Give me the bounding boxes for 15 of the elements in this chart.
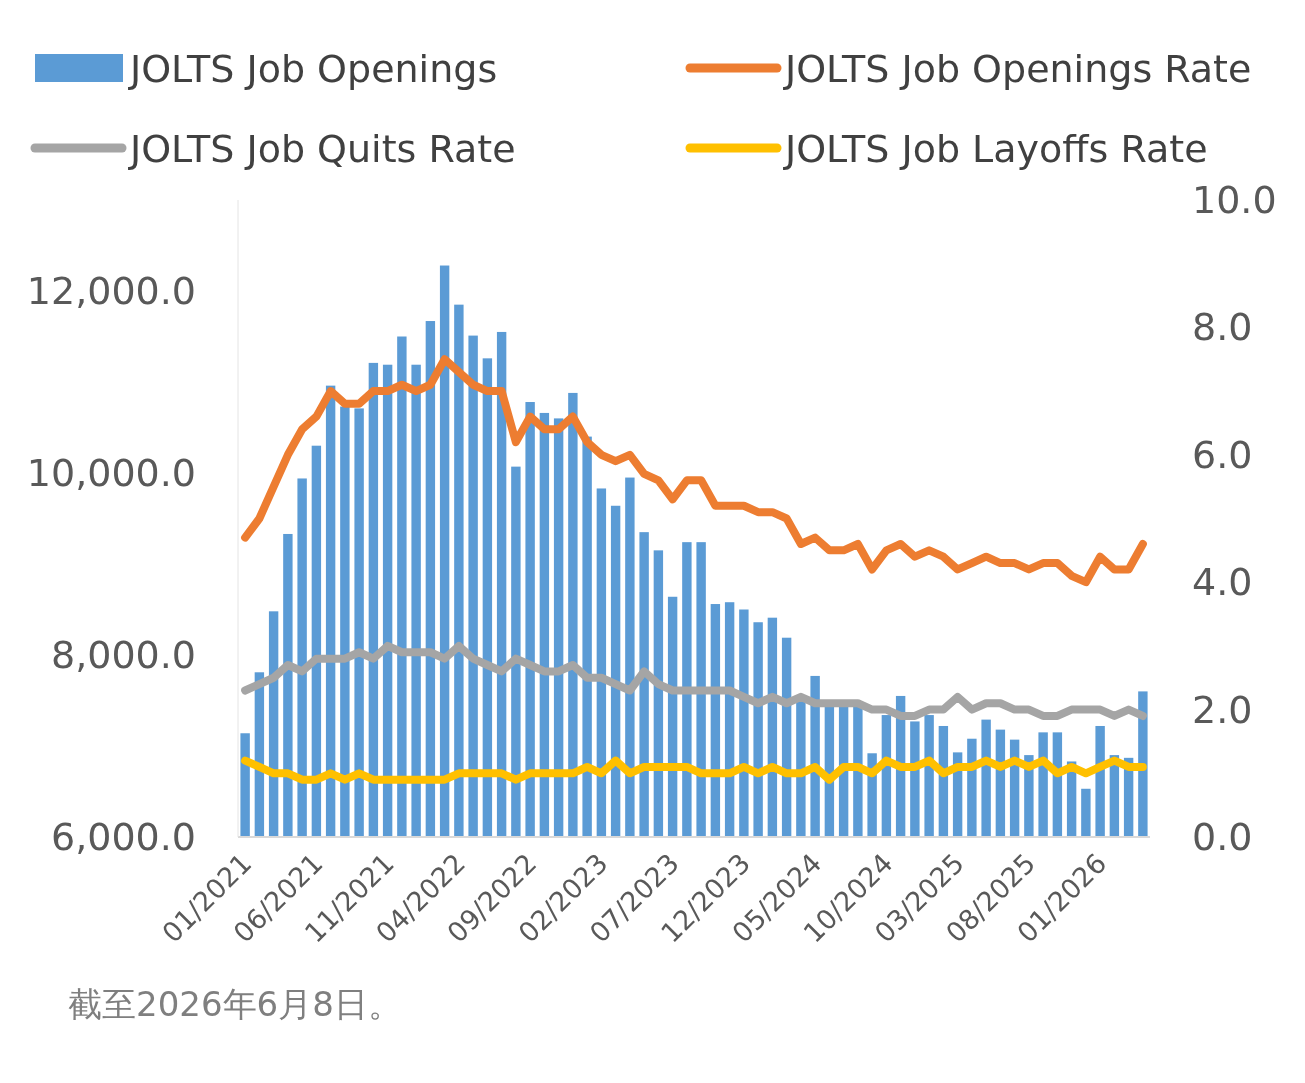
y-tick-label: 12,000.0 xyxy=(26,269,196,313)
legend-label: JOLTS Job Layoffs Rate xyxy=(783,127,1208,171)
y2-tick-label: 4.0 xyxy=(1192,560,1253,605)
y2-tick-label: 8.0 xyxy=(1192,305,1253,350)
y-tick-label: 10,000.0 xyxy=(26,451,196,495)
text: 截至2026年6月8日。 xyxy=(68,984,402,1024)
y2-tick-label: 6.0 xyxy=(1192,432,1253,477)
y2-tick-label: 2.0 xyxy=(1192,687,1253,732)
y-tick-label: 6,000.0 xyxy=(50,815,196,859)
legend-label: JOLTS Job Openings Rate xyxy=(783,47,1252,91)
y2-tick-label: 0.0 xyxy=(1192,815,1253,859)
legend-label: JOLTS Job Quits Rate xyxy=(128,127,516,171)
y-tick-label: 8,000.0 xyxy=(50,633,196,677)
y2-tick-label: 10.0 xyxy=(1192,178,1277,222)
legend-label: JOLTS Job Openings xyxy=(128,47,498,91)
